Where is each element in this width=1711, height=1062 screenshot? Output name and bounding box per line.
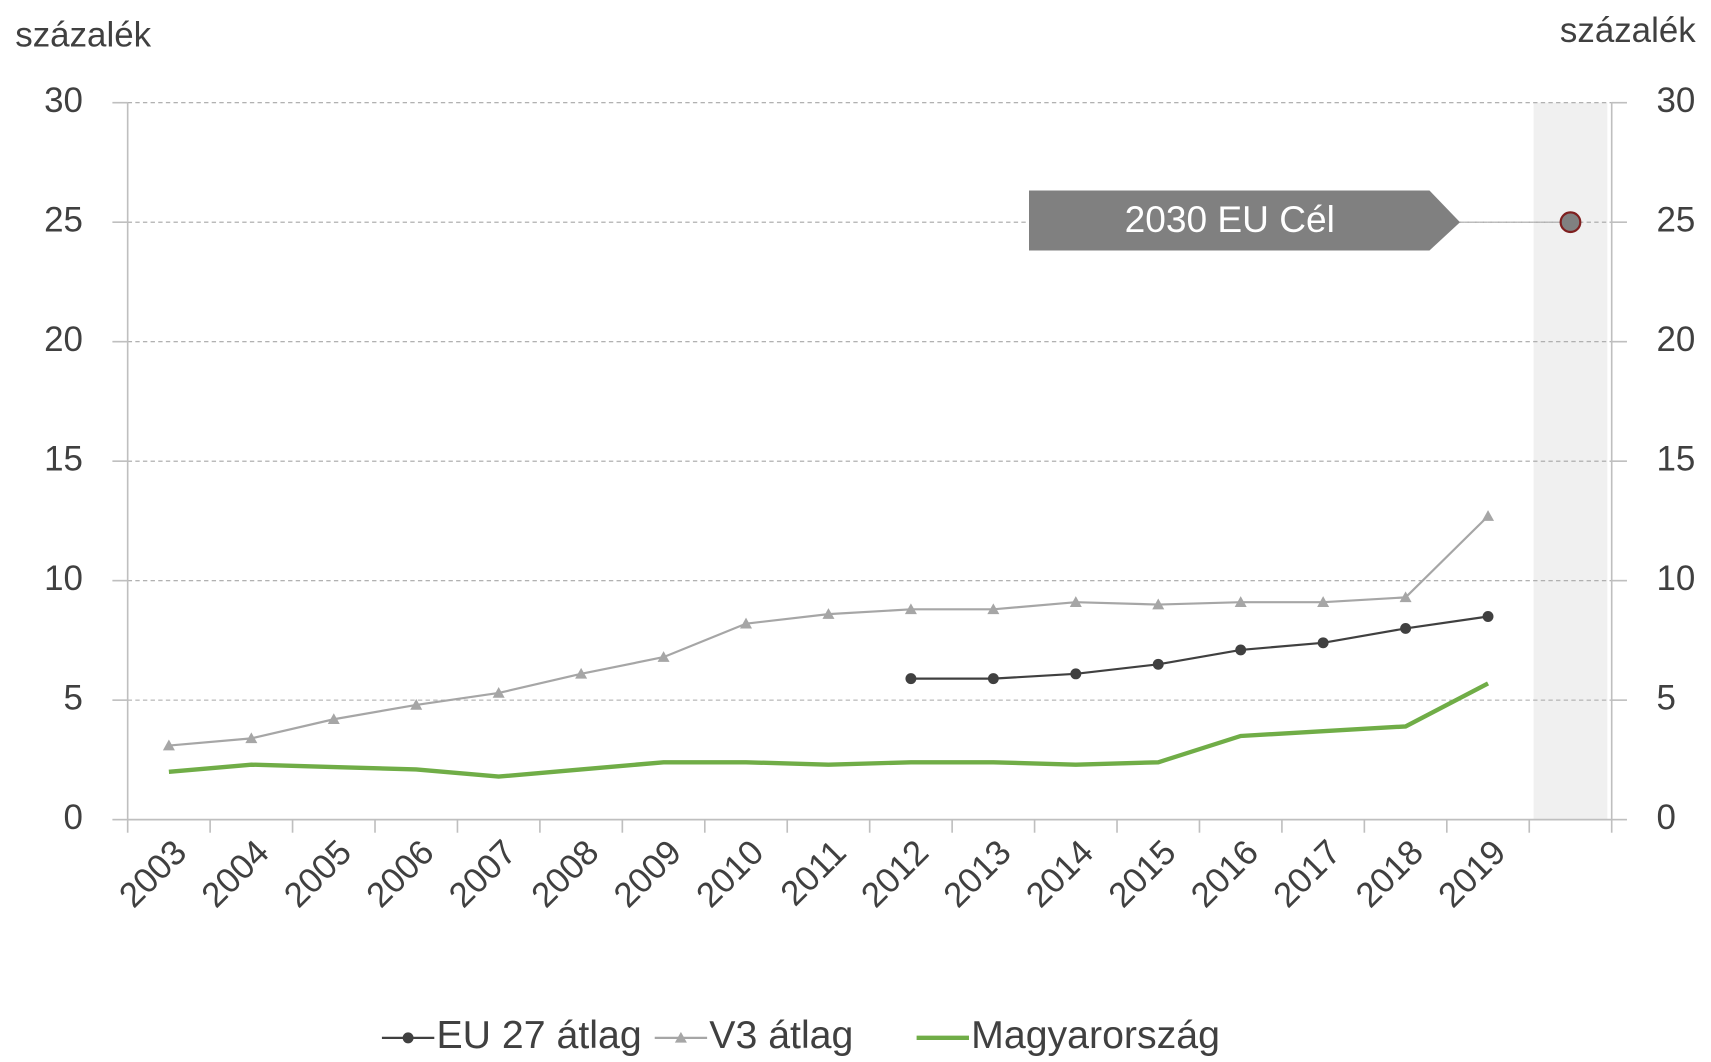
x-tick-label: 2009	[606, 833, 688, 915]
point	[904, 603, 917, 615]
point	[1400, 622, 1412, 634]
y-tick-label: 0	[64, 798, 83, 837]
point	[162, 739, 175, 751]
y-tick-label: 20	[44, 320, 83, 359]
point	[575, 667, 588, 679]
x-tick-label: 2016	[1183, 833, 1265, 915]
y2-tick-label: 25	[1656, 200, 1695, 239]
point	[822, 608, 835, 619]
target-label: 2030 EU Cél	[1125, 198, 1335, 240]
point	[1235, 644, 1247, 656]
x-tick-label: 2015	[1101, 833, 1183, 915]
point	[410, 698, 423, 710]
y2-tick-label: 30	[1656, 81, 1695, 120]
x-tick-label: 2004	[194, 833, 276, 915]
legend-label: EU 27 átlag	[436, 1013, 641, 1057]
series-line	[168, 515, 1489, 747]
y2-tick-label: 15	[1656, 439, 1695, 478]
x-tick-label: 2017	[1266, 833, 1348, 915]
y2-tick-label: 20	[1656, 320, 1695, 359]
y-tick-label: 15	[44, 439, 83, 478]
x-tick-label: 2019	[1431, 833, 1513, 915]
point	[492, 686, 505, 698]
legend-label: Magyarország	[971, 1013, 1220, 1057]
point	[327, 713, 340, 725]
point	[905, 673, 917, 685]
y2-tick-label: 0	[1656, 798, 1675, 837]
point	[987, 673, 999, 685]
y-axis-label: százalék	[15, 15, 151, 54]
point	[1152, 598, 1165, 610]
x-tick-label: 2008	[524, 833, 606, 915]
x-tick-label: 2014	[1019, 833, 1101, 915]
legend-marker	[674, 1031, 687, 1043]
point	[1152, 658, 1164, 670]
series-line	[168, 681, 1490, 779]
y2-axis-label: százalék	[1560, 11, 1696, 50]
y2-tick-label: 10	[1656, 559, 1695, 598]
x-tick-label: 2010	[689, 833, 771, 915]
x-tick-label: 2005	[277, 833, 359, 915]
x-tick-label: 2003	[112, 833, 194, 915]
x-tick-label: 2011	[773, 833, 854, 914]
x-tick-label: 2013	[936, 833, 1018, 915]
legend-marker	[402, 1032, 414, 1044]
x-tick-label: 2006	[359, 833, 441, 915]
point	[1070, 668, 1082, 680]
point	[1399, 591, 1412, 603]
point	[1317, 637, 1329, 649]
x-tick-label: 2012	[854, 833, 936, 915]
point	[1234, 596, 1247, 607]
y-tick-label: 10	[44, 559, 83, 598]
point	[1317, 596, 1330, 607]
y-tick-label: 5	[64, 678, 83, 717]
point	[245, 732, 258, 744]
x-tick-label: 2018	[1348, 833, 1430, 915]
legend-label: V3 átlag	[709, 1013, 853, 1057]
point	[1482, 611, 1494, 622]
legend: EU 27 átlag V3 átlag Magyarország	[381, 1013, 1220, 1057]
y-tick-label: 25	[44, 200, 83, 239]
point	[987, 603, 1000, 615]
target-point	[1559, 211, 1582, 234]
point	[1069, 596, 1082, 607]
point	[657, 651, 670, 662]
target-callout	[1029, 190, 1461, 251]
series-line	[910, 615, 1489, 680]
point	[1482, 510, 1495, 521]
point	[740, 617, 753, 629]
y-tick-label: 30	[44, 81, 83, 120]
x-tick-label: 2007	[441, 833, 523, 915]
y2-tick-label: 5	[1656, 678, 1675, 717]
